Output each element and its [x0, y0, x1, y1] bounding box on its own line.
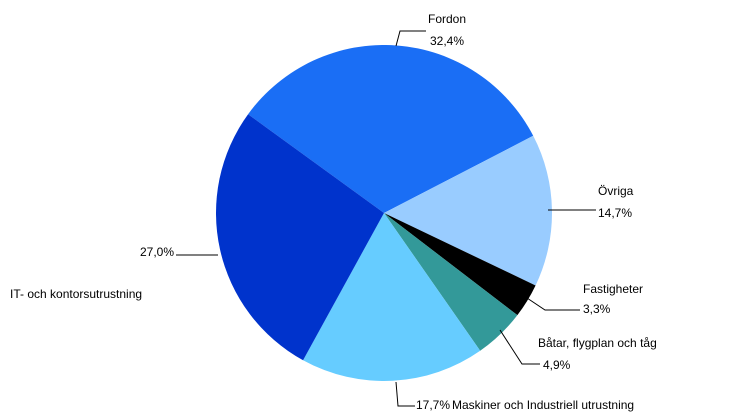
- slice-name: Övriga: [598, 184, 634, 198]
- leader-line: [395, 381, 415, 407]
- slice-name: IT- och kontorsutrustning: [10, 287, 142, 301]
- slice-value-label: 4,9%: [543, 358, 571, 372]
- pie-slice: [384, 213, 518, 351]
- pie-slice: [384, 135, 553, 286]
- pie-slice: [215, 114, 384, 361]
- slice-name: Maskiner och Industriell utrustning: [452, 398, 634, 412]
- slice-value-label: 32,4%: [430, 34, 464, 48]
- slice-name: Fordon: [428, 12, 466, 26]
- slice-value-label: 3,3%: [583, 302, 611, 316]
- slice-name: Båtar, flygplan och tåg: [538, 336, 657, 350]
- slice-value-label: 27,0%: [140, 245, 174, 259]
- pie-slice: [384, 213, 536, 316]
- pie-slice: [248, 45, 534, 214]
- slice-value-label: 17,7%: [416, 398, 450, 412]
- leader-line: [395, 30, 426, 47]
- pie-slice: [303, 213, 481, 381]
- leader-line: [526, 297, 580, 311]
- slice-name: Fastigheter: [583, 282, 643, 296]
- slice-value-label: 14,7%: [598, 206, 632, 220]
- leader-line: [499, 329, 540, 365]
